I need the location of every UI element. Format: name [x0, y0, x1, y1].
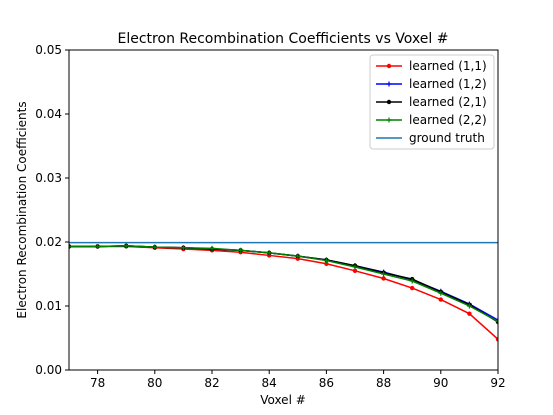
legend-entry-1: learned (1,2): [376, 77, 487, 91]
y-tick-label: 0.00: [35, 363, 62, 377]
legend-label: learned (2,2): [409, 113, 487, 127]
data-point-series-0: [467, 311, 472, 316]
legend-box: [369, 54, 495, 150]
y-tick-label: 0.01: [35, 299, 62, 313]
data-point-series-0: [410, 285, 415, 291]
data-point-series-3: [295, 253, 301, 259]
x-tick-label: 80: [147, 376, 162, 390]
data-point-series-3: [466, 303, 472, 309]
data-point-series-1: [386, 81, 392, 87]
data-point-series-3: [386, 117, 392, 123]
legend-entry-3: learned (2,2): [376, 113, 487, 127]
series-3: [69, 243, 498, 324]
data-point-series-3: [123, 243, 129, 249]
y-axis: 0.00 0.01 0.02 0.03 0.04 0.05: [35, 43, 69, 377]
data-point-series-3: [95, 243, 101, 249]
legend-label: learned (1,2): [409, 77, 487, 91]
data-point-series-0: [324, 261, 329, 266]
x-axis: 78 80 82 84 86 88 90 92: [90, 370, 506, 390]
data-point-series-3: [69, 243, 72, 249]
data-point-series-0: [495, 337, 498, 342]
x-tick-label: 90: [433, 376, 448, 390]
data-point-series-0: [438, 297, 443, 302]
data-point-series-3: [323, 258, 329, 264]
x-tick-label: 82: [204, 376, 219, 390]
y-tick-label: 0.02: [35, 235, 62, 249]
chart-title: Electron Recombination Coefficients vs V…: [118, 31, 449, 47]
x-tick-label: 92: [490, 376, 505, 390]
x-tick-label: 88: [376, 376, 391, 390]
y-axis-label: Electron Recombination Coefficients: [15, 101, 29, 318]
data-point-series-0: [352, 268, 358, 273]
data-point-series-2: [386, 99, 392, 105]
legend: learned (1,1) learned (1,2) learned (2,1) l…: [369, 54, 495, 150]
data-point-series-3: [352, 264, 358, 270]
x-tick-label: 84: [262, 376, 277, 390]
series-line-3: [69, 245, 498, 323]
series-line-0: [69, 245, 498, 340]
x-tick-label: 86: [319, 376, 334, 390]
data-point-series-3: [209, 245, 215, 251]
data-point-series-3: [409, 278, 415, 284]
x-axis-label: Voxel #: [260, 393, 306, 407]
data-point-series-3: [180, 245, 186, 251]
data-point-series-3: [381, 271, 387, 277]
plot-frame: [68, 49, 499, 371]
legend-label: learned (1,1): [409, 59, 487, 73]
plot-area: [69, 241, 498, 342]
data-point-series-0: [386, 63, 392, 69]
legend-entry-4: ground truth: [376, 131, 485, 145]
legend-label: ground truth: [409, 131, 485, 145]
data-point-series-3: [495, 318, 498, 324]
data-point-series-3: [438, 290, 444, 296]
legend-label: learned (2,1): [409, 95, 487, 109]
data-point-series-0: [381, 276, 386, 281]
x-tick-label: 78: [90, 376, 105, 390]
y-tick-label: 0.04: [35, 107, 62, 121]
series-2: [69, 243, 498, 325]
data-point-series-3: [238, 247, 244, 253]
series-0: [69, 244, 498, 342]
y-tick-label: 0.03: [35, 171, 62, 185]
y-tick-label: 0.05: [35, 43, 62, 57]
data-point-series-3: [152, 244, 158, 250]
legend-entry-2: learned (2,1): [376, 95, 487, 109]
data-point-series-3: [266, 250, 272, 256]
legend-entry-0: learned (1,1): [376, 59, 487, 73]
